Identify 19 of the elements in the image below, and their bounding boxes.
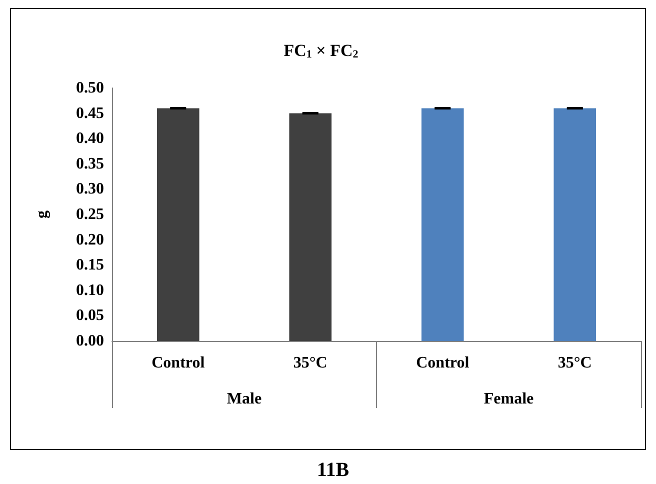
y-tick-label: 0.20 (76, 231, 104, 248)
y-tick-label: 0.40 (76, 130, 104, 148)
x-tick-label: 35°C (558, 354, 592, 372)
y-tick-label: 0.00 (76, 332, 104, 350)
y-tick-label: 0.30 (76, 180, 104, 198)
y-tick-label: 0.05 (76, 307, 104, 324)
text: Female (484, 390, 534, 408)
y-tick-label: 0.35 (76, 155, 104, 172)
x-tick-label: Control (416, 354, 470, 372)
x-tick-label: Control (152, 354, 206, 372)
x-tick-label: 35°C (293, 354, 328, 372)
y-tick-label: 0.45 (76, 104, 104, 122)
y-tick-label: 0.25 (76, 206, 104, 223)
text: 11B (316, 459, 350, 481)
y-tick-label: 0.15 (76, 256, 104, 274)
y-tick-label: 0.50 (76, 80, 104, 96)
text: Male (226, 390, 262, 408)
y-axis-title: g (34, 210, 50, 218)
y-tick-label: 0.10 (76, 282, 104, 299)
